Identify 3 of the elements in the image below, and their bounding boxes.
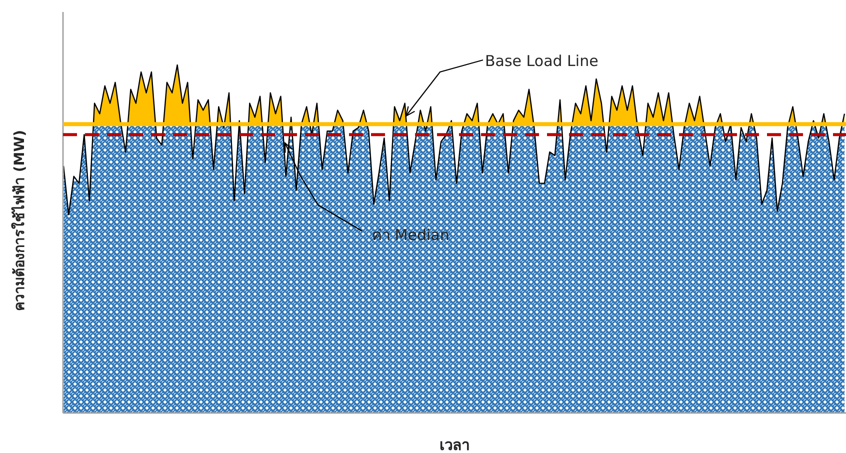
- ref-line-label: Base Load Line: [485, 52, 598, 70]
- x-axis-title: เวลา: [440, 436, 470, 453]
- y-axis-title: ความต้องการใช้ไฟฟ้า (MW): [10, 130, 28, 312]
